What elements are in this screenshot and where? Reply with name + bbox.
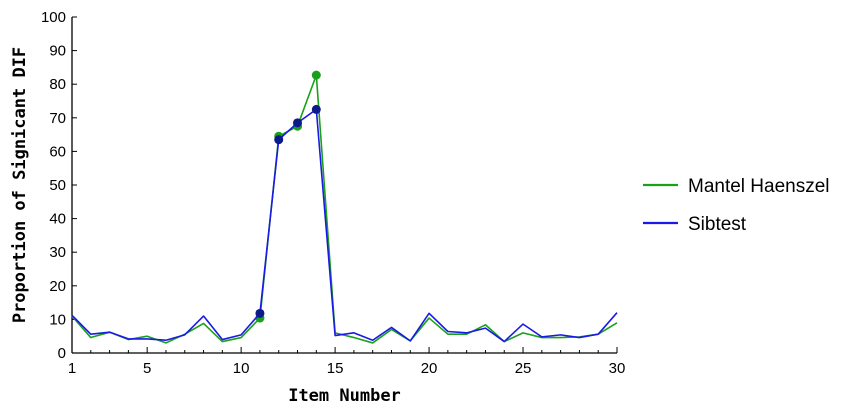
series-mantel-haenszel — [71, 70, 618, 344]
series-line — [71, 74, 618, 344]
data-point — [311, 104, 321, 114]
x-axis-title: Item Number — [288, 386, 401, 406]
x-tick-label: 1 — [68, 360, 76, 377]
y-tick-label: 40 — [49, 211, 66, 228]
y-tick-label: 70 — [49, 110, 66, 127]
data-point — [311, 70, 321, 80]
x-tick-label: 15 — [327, 360, 344, 377]
y-axis-title: Proportion of Signicant DIF — [10, 47, 30, 323]
series-line — [71, 108, 618, 343]
y-tick-label: 100 — [41, 9, 66, 26]
y-tick-label: 20 — [49, 278, 66, 295]
y-tick-label: 60 — [49, 143, 66, 160]
legend-label: Sibtest — [688, 214, 747, 235]
x-tick-label: 30 — [609, 360, 626, 377]
x-tick-label: 10 — [233, 360, 250, 377]
data-point — [274, 135, 284, 145]
y-tick-label: 80 — [49, 76, 66, 93]
y-tick-label: 10 — [49, 311, 66, 328]
series-layer — [71, 70, 618, 344]
data-point — [255, 308, 265, 318]
x-tick-label: 25 — [515, 360, 532, 377]
x-tick-label: 5 — [143, 360, 151, 377]
x-tick-label: 20 — [421, 360, 438, 377]
data-point — [293, 118, 303, 128]
y-tick-label: 90 — [49, 43, 66, 60]
legend: Mantel Haenszel Sibtest — [643, 176, 830, 235]
series-sibtest — [71, 104, 618, 343]
y-tick-label: 30 — [49, 244, 66, 261]
legend-label: Mantel Haenszel — [688, 176, 830, 197]
y-tick-label: 50 — [49, 177, 66, 194]
y-tick-label: 0 — [58, 345, 66, 362]
